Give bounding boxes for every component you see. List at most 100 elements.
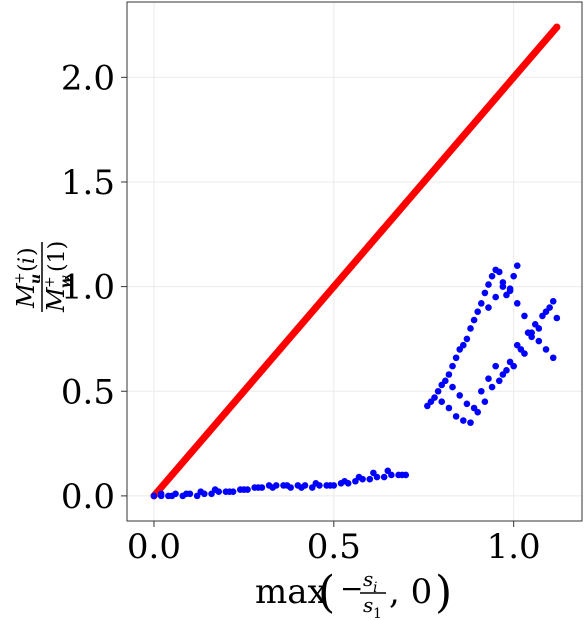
blue-point [449,362,456,370]
svg-text:s: s [363,593,373,617]
blue-point [452,413,460,420]
red-point [186,450,194,458]
svg-text:+: + [12,272,28,284]
blue-point [542,346,550,353]
blue-point [553,314,561,322]
blue-point [477,387,485,395]
blue-point [312,480,320,487]
blue-point [298,484,305,491]
red-point [420,178,428,186]
red-point [204,429,212,437]
red-point [546,31,554,39]
red-point [528,52,536,60]
blue-point [535,337,543,345]
red-point [222,408,230,416]
svg-text:M: M [42,286,70,313]
y-tick-label: 1.5 [61,163,115,203]
red-point [276,345,284,353]
blue-point [370,469,377,477]
blue-point [283,482,291,489]
blue-point [366,475,374,483]
blue-point [254,484,262,491]
blue-point [528,329,535,336]
red-point [330,283,338,291]
axis-ticks: 0.0 0.5 1.0 0.0 0.5 1.0 1.5 2.0 [61,58,541,567]
svg-text:(1): (1) [45,241,70,272]
svg-text:1: 1 [373,606,382,620]
blue-point [470,316,478,324]
blue-point [384,467,392,475]
blue-point [326,482,334,489]
blue-point [434,387,442,395]
blue-point [460,417,467,424]
blue-point [456,392,464,399]
blue-point [549,297,557,305]
x-tick-label: 0.0 [127,527,181,567]
x-tick-label: 0.5 [307,527,361,567]
red-point [384,220,392,228]
blue-point [442,377,449,385]
svg-text:i: i [15,257,40,264]
svg-text:): ) [15,247,40,256]
blue-point [474,308,481,316]
data-points [150,23,561,500]
blue-point [445,404,453,412]
blue-point [477,300,485,307]
blue-point [495,268,503,276]
blue-point [506,287,514,295]
y-tick-label: 0.0 [61,477,115,517]
blue-point [481,398,489,406]
blue-point [542,308,550,316]
blue-point [197,488,205,496]
svg-text:w: w [58,275,74,288]
red-point [348,262,356,270]
blue-point [269,484,276,491]
red-point [294,324,302,332]
red-point [168,471,176,479]
blue-point [355,473,363,481]
blue-point [341,477,348,485]
svg-text:i: i [373,580,377,596]
red-point [258,366,266,374]
blue-point [226,488,233,496]
blue-point [380,473,388,481]
blue-point [445,371,453,378]
blue-point [467,419,474,426]
blue-point [495,377,503,385]
x-tick-label: 1.0 [487,527,541,567]
blue-point [438,398,446,406]
blue-point [431,394,438,401]
blue-point [449,383,456,391]
red-point [492,94,500,102]
blue-point [398,471,406,479]
red-point [402,199,410,207]
blue-point [499,371,507,378]
svg-text:(: ( [318,567,335,618]
svg-text:, 0: , 0 [389,572,432,612]
x-axis-label: max ( − s i s 1 , 0 ) [255,567,452,620]
red-point [474,115,482,123]
y-tick-label: 0.5 [61,372,115,412]
red-point [553,23,561,31]
blue-point [470,404,478,412]
plot-panel-border [126,1,583,522]
red-point [438,157,446,165]
blue-point [168,492,176,500]
blue-point [485,304,492,311]
series-red-band [150,23,561,500]
blue-point [452,354,460,362]
blue-point [488,272,496,280]
svg-text:max: max [255,572,327,612]
blue-point [521,312,528,320]
svg-text:u: u [28,274,44,284]
blue-point [521,350,528,357]
blue-point [183,490,190,498]
blue-point [485,281,492,288]
blue-point [157,490,165,498]
blue-point [492,362,499,370]
blue-point [463,400,471,408]
blue-point [211,486,219,493]
svg-text:M: M [12,282,40,309]
red-point [240,387,248,395]
svg-text:s: s [363,567,373,591]
